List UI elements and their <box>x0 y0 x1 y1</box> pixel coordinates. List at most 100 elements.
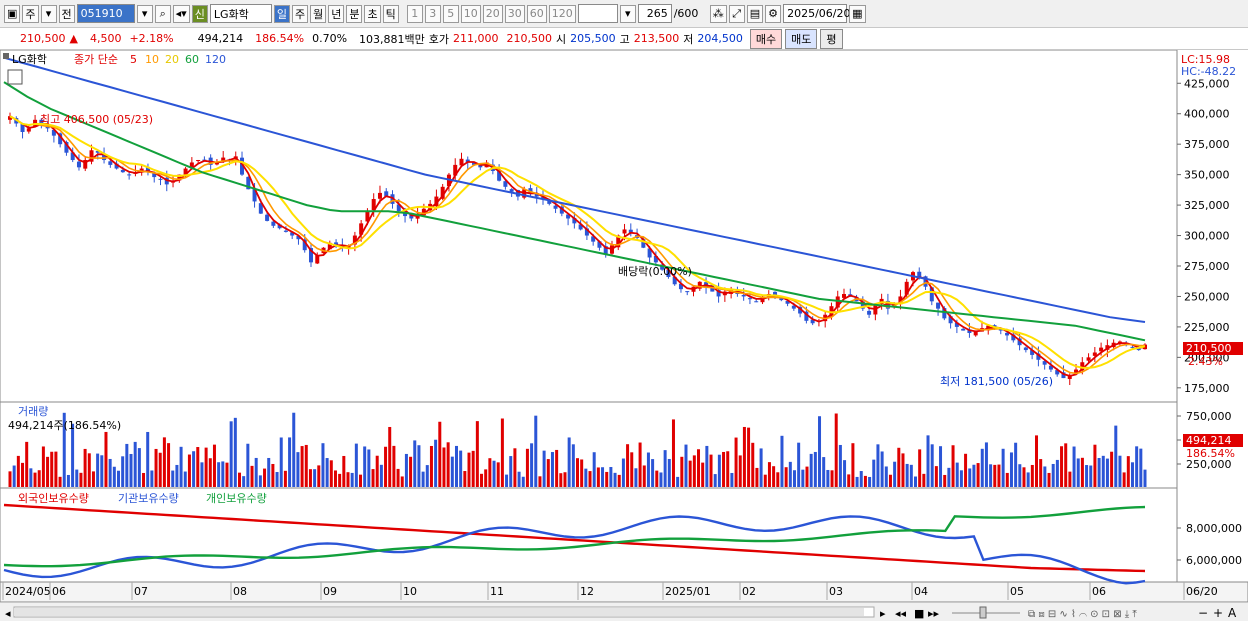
volume-bar <box>955 462 959 487</box>
candle-body <box>459 158 464 166</box>
volume-bar <box>659 472 663 487</box>
sin-badge[interactable]: 신 <box>191 4 208 23</box>
minute-120-button[interactable]: 120 <box>548 4 576 23</box>
rewind-icon[interactable]: ◂◂ <box>895 607 907 620</box>
zoom-in-icon[interactable]: + <box>1213 606 1223 620</box>
minute-10-button[interactable]: 10 <box>460 4 481 23</box>
chart-type-select[interactable]: 주 <box>22 4 39 23</box>
custom-period-dropdown-icon[interactable]: ▾ <box>619 4 636 23</box>
gear-icon[interactable]: ⚙ <box>765 4 782 23</box>
date-tick-label: 2024/05 <box>5 585 51 598</box>
open-label: 시 <box>556 32 567 46</box>
date-input[interactable]: 2025/06/20 <box>783 4 851 23</box>
chevron-down-icon[interactable]: ▾ <box>40 4 57 23</box>
grid-toggle-icon[interactable] <box>7 69 23 85</box>
minute-5-button[interactable]: 5 <box>442 4 459 23</box>
scroll-thumb[interactable] <box>14 608 864 616</box>
period-tick-button[interactable]: 틱 <box>382 4 399 23</box>
volume-bar <box>308 469 312 487</box>
volume-bar <box>409 456 413 487</box>
bottom-scrollbar[interactable]: ◂ ▸ ◂◂ ■ ▸▸ ⧉ ⧈ ⊟ ∿ ⌇ ⌒ ⊙ ⊡ ⊠ ⤓ ⤒ − + A <box>0 602 1248 621</box>
eval-button[interactable]: 평 <box>820 28 843 49</box>
date-tick-label: 06 <box>1092 585 1106 598</box>
legend-ma120: 120 <box>205 53 226 66</box>
period-day-button[interactable]: 일 <box>273 4 290 23</box>
candle-body <box>578 224 583 230</box>
scroll-left-icon[interactable]: ◂ <box>5 607 11 620</box>
candle-body <box>653 255 658 263</box>
period-month-button[interactable]: 월 <box>310 4 327 23</box>
volume-bar <box>538 476 542 487</box>
minute-20-button[interactable]: 20 <box>482 4 503 23</box>
volume-bar <box>1035 435 1039 487</box>
stop-icon[interactable]: ■ <box>914 607 924 620</box>
volume-bar <box>876 444 880 487</box>
sell-button[interactable]: 매도 <box>785 28 818 49</box>
minute-1-button[interactable]: 1 <box>406 4 423 23</box>
minute-3-button[interactable]: 3 <box>424 4 441 23</box>
minute-60-button[interactable]: 60 <box>526 4 547 23</box>
candle-body <box>666 269 671 277</box>
period-week-button[interactable]: 주 <box>291 4 309 23</box>
legend-ma60: 60 <box>185 53 199 66</box>
volume-bar <box>1105 458 1109 487</box>
save-icon[interactable]: ▤ <box>746 4 764 23</box>
stock-code-input[interactable]: 051910 <box>76 4 135 23</box>
search-icon[interactable]: ⌕ <box>154 4 171 23</box>
toolbar-tools-icon[interactable]: ⧉ ⧈ ⊟ ∿ ⌇ ⌒ ⊙ ⊡ ⊠ ⤓ ⤒ <box>1028 609 1137 620</box>
zoom-out-icon[interactable]: − <box>1198 606 1208 620</box>
volume-bar <box>1118 455 1122 487</box>
candle-body <box>509 189 514 192</box>
window-icon[interactable]: ▣ <box>4 4 21 23</box>
period-second-button[interactable]: 초 <box>364 4 381 23</box>
legend-foreign: 외국인보유수량 <box>18 492 89 505</box>
auto-scale-icon[interactable]: A <box>1228 606 1237 620</box>
date-tick-label: 12 <box>580 585 594 598</box>
volume-tick-label: 250,000 <box>1186 458 1232 471</box>
candle-body <box>1099 347 1104 352</box>
settings-plus-icon[interactable]: ⁂ <box>709 4 727 23</box>
period-minute-button[interactable]: 분 <box>346 4 363 23</box>
count-input[interactable]: 265 <box>637 4 672 23</box>
stock-chart[interactable]: 425,000 400,000 375,000 350,000 325,000 300,0… <box>0 50 1248 602</box>
volume-bar <box>605 471 609 487</box>
volume-bar <box>8 471 12 487</box>
candle-body <box>961 328 966 331</box>
volume-bar <box>1085 465 1089 487</box>
volume-bar <box>1089 465 1093 487</box>
volume-tag: 494,214 <box>1186 434 1232 447</box>
candle-body <box>1136 347 1141 351</box>
volume-bar <box>868 476 872 487</box>
stock-name-field[interactable]: LG화학 <box>209 4 272 23</box>
calendar-icon[interactable]: ▦ <box>849 4 866 23</box>
scroll-right-icon[interactable]: ▸ <box>880 607 886 620</box>
volume-bar <box>742 426 746 487</box>
period-select[interactable]: 전 <box>58 4 75 23</box>
volume-bar <box>680 456 684 487</box>
volume-bar <box>254 457 258 487</box>
price-tick-label: 375,000 <box>1184 138 1230 151</box>
trend-tool-icon[interactable]: ⤢ <box>728 4 745 23</box>
candle-body <box>8 116 12 120</box>
volume-bar <box>196 447 200 487</box>
speaker-icon[interactable]: ◂▾ <box>172 4 190 23</box>
custom-period-input[interactable] <box>577 4 618 23</box>
volume-bar <box>229 421 233 487</box>
date-tick-label: 03 <box>829 585 843 598</box>
price-tag-value: 210,500 <box>1186 342 1232 355</box>
volume-bar <box>651 459 655 487</box>
candle-body <box>522 189 527 198</box>
zoom-slider[interactable] <box>979 606 987 619</box>
period-year-button[interactable]: 년 <box>328 4 345 23</box>
forward-icon[interactable]: ▸▸ <box>928 607 940 620</box>
holdings-tick-label: 8,000,000 <box>1186 522 1242 535</box>
volume-bar <box>688 460 692 487</box>
volume-bar <box>204 447 208 487</box>
volume-bar <box>1043 466 1047 487</box>
volume-bar <box>784 467 788 487</box>
code-dropdown-icon[interactable]: ▾ <box>136 4 153 23</box>
volume-bar <box>175 464 179 487</box>
buy-button[interactable]: 매수 <box>749 28 783 49</box>
volume-bar <box>726 451 730 487</box>
minute-30-button[interactable]: 30 <box>504 4 525 23</box>
